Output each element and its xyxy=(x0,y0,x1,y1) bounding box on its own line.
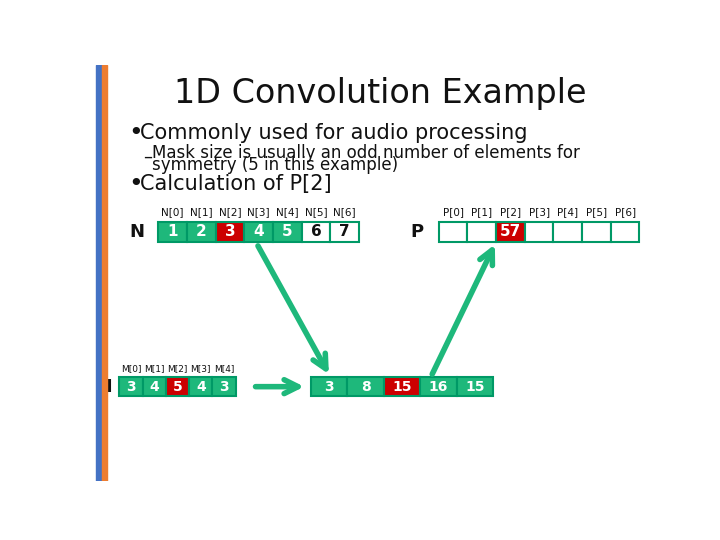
Bar xyxy=(244,222,273,242)
Text: N: N xyxy=(129,223,144,241)
Text: P[2]: P[2] xyxy=(500,207,521,217)
Text: 4: 4 xyxy=(253,225,264,239)
Text: P[3]: P[3] xyxy=(528,207,549,217)
Text: N[2]: N[2] xyxy=(219,207,241,217)
Text: 16: 16 xyxy=(428,380,448,394)
Text: Calculation of P[2]: Calculation of P[2] xyxy=(140,174,332,194)
Text: 4: 4 xyxy=(196,380,206,394)
Text: 3: 3 xyxy=(324,380,334,394)
Text: N[5]: N[5] xyxy=(305,207,327,217)
Text: 8: 8 xyxy=(361,380,370,394)
Bar xyxy=(311,377,347,396)
Text: 3: 3 xyxy=(126,380,136,394)
Bar xyxy=(554,222,582,242)
Text: symmetry (5 in this example): symmetry (5 in this example) xyxy=(152,156,398,174)
Text: 3: 3 xyxy=(225,225,235,239)
Text: P[0]: P[0] xyxy=(443,207,464,217)
Bar xyxy=(438,222,467,242)
Bar xyxy=(302,222,330,242)
Text: 1D Convolution Example: 1D Convolution Example xyxy=(174,77,587,110)
Bar xyxy=(384,377,420,396)
Text: 7: 7 xyxy=(339,225,350,239)
Text: 2: 2 xyxy=(196,225,207,239)
Text: P[6]: P[6] xyxy=(615,207,636,217)
Text: N[3]: N[3] xyxy=(247,207,270,217)
Text: P[5]: P[5] xyxy=(586,207,607,217)
Text: P: P xyxy=(410,223,423,241)
Bar xyxy=(215,222,244,242)
Bar xyxy=(456,377,493,396)
Text: 4: 4 xyxy=(150,380,159,394)
Text: 15: 15 xyxy=(392,380,412,394)
Text: N[4]: N[4] xyxy=(276,207,299,217)
Bar xyxy=(120,377,143,396)
Bar xyxy=(347,377,384,396)
Text: 5: 5 xyxy=(173,380,182,394)
Text: M[3]: M[3] xyxy=(191,364,211,374)
Bar xyxy=(102,65,107,481)
Text: 3: 3 xyxy=(220,380,229,394)
Text: M[2]: M[2] xyxy=(167,364,188,374)
Text: 15: 15 xyxy=(465,380,485,394)
Bar xyxy=(166,377,189,396)
Text: P[1]: P[1] xyxy=(471,207,492,217)
Text: •: • xyxy=(129,120,143,145)
Bar xyxy=(496,222,525,242)
Bar xyxy=(212,377,235,396)
Bar xyxy=(158,222,187,242)
Text: Mask size is usually an odd number of elements for: Mask size is usually an odd number of el… xyxy=(152,144,580,163)
Text: •: • xyxy=(129,172,143,196)
Bar xyxy=(420,377,456,396)
Bar xyxy=(330,222,359,242)
Text: P[4]: P[4] xyxy=(557,207,578,217)
Bar xyxy=(143,377,166,396)
Text: M[4]: M[4] xyxy=(214,364,234,374)
Text: M[1]: M[1] xyxy=(144,364,165,374)
Text: 6: 6 xyxy=(310,225,321,239)
Bar xyxy=(187,222,215,242)
Text: N[0]: N[0] xyxy=(161,207,184,217)
Text: M[0]: M[0] xyxy=(121,364,141,374)
Text: 1: 1 xyxy=(167,225,178,239)
Text: Commonly used for audio processing: Commonly used for audio processing xyxy=(140,123,528,143)
Text: M: M xyxy=(96,377,112,396)
Bar xyxy=(96,65,102,481)
Bar xyxy=(611,222,639,242)
Bar xyxy=(273,222,302,242)
Text: N[1]: N[1] xyxy=(190,207,212,217)
Text: –: – xyxy=(143,148,152,166)
Bar xyxy=(467,222,496,242)
Bar xyxy=(525,222,554,242)
Text: 57: 57 xyxy=(500,225,521,239)
Bar xyxy=(189,377,212,396)
Bar xyxy=(582,222,611,242)
Text: 5: 5 xyxy=(282,225,292,239)
Text: N[6]: N[6] xyxy=(333,207,356,217)
